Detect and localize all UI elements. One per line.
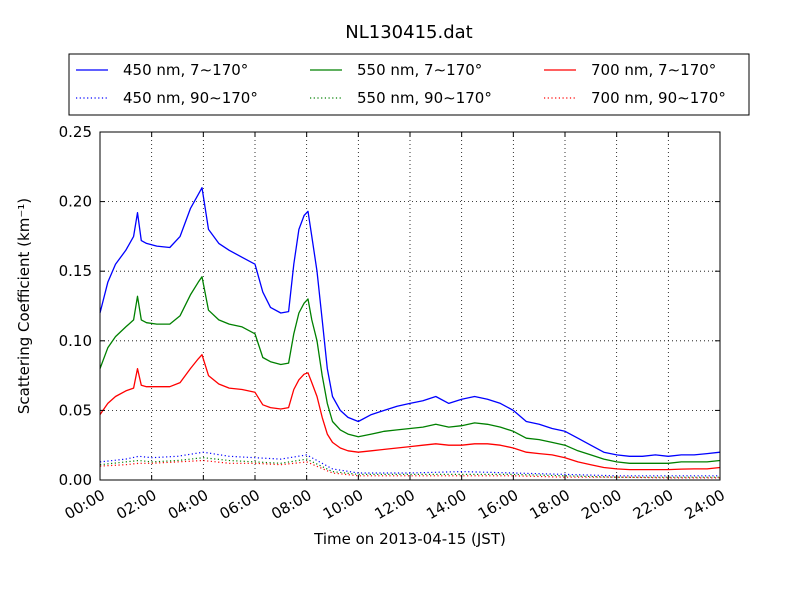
y-axis-ticks: 0.00 0.05 0.10 0.15 0.20 0.25 bbox=[59, 123, 720, 489]
x-tick-label: 02:00 bbox=[113, 486, 159, 523]
y-tick-label: 0.20 bbox=[59, 193, 92, 211]
legend-label: 450 nm, 7∼170° bbox=[123, 61, 248, 79]
x-tick-label: 08:00 bbox=[268, 486, 314, 523]
x-tick-label: 14:00 bbox=[423, 486, 469, 523]
legend-label: 450 nm, 90∼170° bbox=[123, 89, 258, 107]
series-line-5 bbox=[99, 459, 720, 479]
series-line-4 bbox=[99, 457, 720, 478]
y-tick-label: 0.00 bbox=[59, 471, 92, 489]
legend: 450 nm, 7∼170° 550 nm, 7∼170° 700 nm, 7∼17… bbox=[68, 53, 750, 116]
legend-label: 700 nm, 7∼170° bbox=[591, 61, 716, 79]
legend-box bbox=[68, 53, 750, 116]
x-tick-label: 18:00 bbox=[527, 486, 573, 523]
legend-label: 550 nm, 90∼170° bbox=[357, 89, 492, 107]
y-axis-label: Scattering Coefficient (km⁻¹) bbox=[15, 198, 33, 414]
x-tick-label: 24:00 bbox=[682, 486, 728, 523]
grid-lines bbox=[100, 132, 720, 480]
x-tick-label: 22:00 bbox=[630, 486, 676, 523]
x-tick-label: 12:00 bbox=[372, 486, 418, 523]
x-tick-label: 06:00 bbox=[217, 486, 263, 523]
legend-label: 700 nm, 90∼170° bbox=[591, 89, 726, 107]
x-tick-label: 16:00 bbox=[475, 486, 521, 523]
chart-title: NL130415.dat bbox=[345, 22, 472, 43]
y-tick-label: 0.25 bbox=[59, 123, 92, 141]
x-tick-label: 20:00 bbox=[578, 486, 624, 523]
plot-area bbox=[100, 132, 720, 480]
y-tick-label: 0.10 bbox=[59, 332, 92, 350]
y-tick-label: 0.15 bbox=[59, 262, 92, 280]
series-line-3 bbox=[99, 451, 720, 477]
legend-label: 550 nm, 7∼170° bbox=[357, 61, 482, 79]
series-layer bbox=[99, 187, 721, 479]
series-line-1 bbox=[99, 276, 721, 464]
x-tick-label: 04:00 bbox=[165, 486, 211, 523]
x-tick-label: 10:00 bbox=[320, 486, 366, 523]
y-tick-label: 0.05 bbox=[59, 401, 92, 419]
x-axis-label: Time on 2013-04-15 (JST) bbox=[313, 530, 506, 548]
series-line-2 bbox=[99, 354, 721, 471]
series-line-0 bbox=[99, 187, 721, 457]
x-tick-label: 00:00 bbox=[62, 486, 108, 523]
